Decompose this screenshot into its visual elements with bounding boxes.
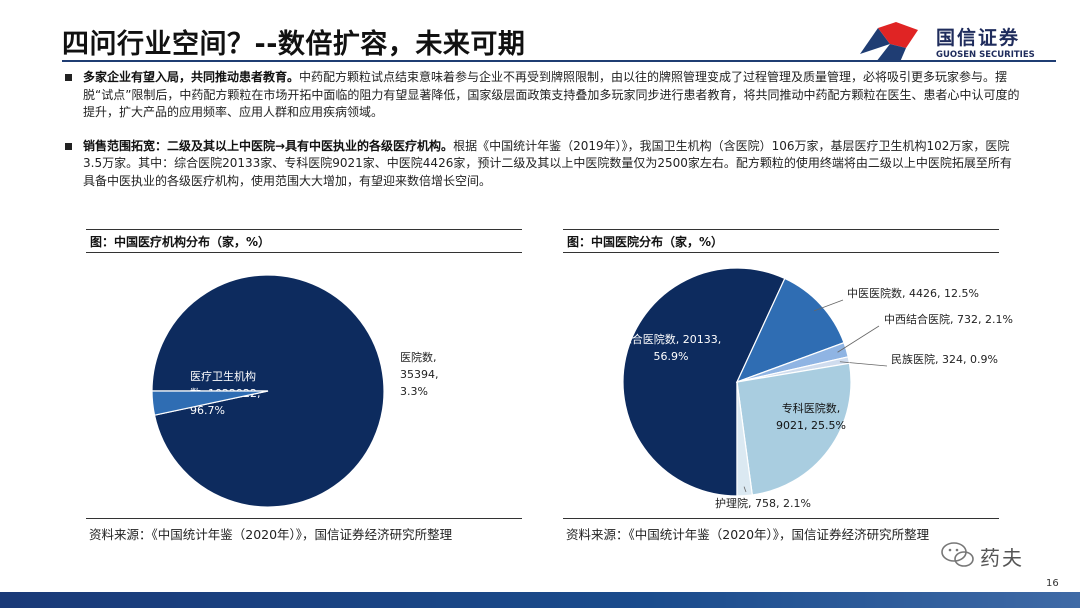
guosen-logo-mark-icon [860,22,918,62]
leader-line [743,486,747,493]
pie-chart-hospitals: 综合医院数, 20133, 56.9% 中医医院数, 4426, 12.5% 中西结合… [621,267,1013,510]
pie-slice [151,390,269,416]
pie-slice [622,267,786,497]
pie-slice [736,362,852,496]
leader-line [837,325,880,353]
data-label: 护理院, 758, 2.1% [715,496,811,510]
figure-source: 资料来源：《中国统计年鉴（2020年）》，国信证券经济研究所整理 [86,518,522,544]
data-label: 中医医院数, 4426, 12.5% [847,286,979,300]
bottom-bar [0,592,1080,608]
bullet-item: 销售范围拓宽：二级及其以上中医院→具有中医执业的各级医疗机构。根据《中国统计年鉴… [62,138,1022,191]
guosen-logo: 国信证券 GUOSEN SECURITIES [856,18,1056,68]
square-bullet-icon [65,142,72,150]
data-label: 专科医院数, [782,401,841,415]
title-divider [62,60,1056,62]
page-number: 16 [1046,578,1059,589]
data-label: 中西结合医院, 732, 2.1% [884,312,1013,326]
figure-heading: 图：中国医院分布（家，%） [563,229,999,253]
data-label: 综合医院数, 20133, [621,332,721,346]
data-label: 医疗卫生机构 [190,369,256,383]
bullet-list: 多家企业有望入局，共同推动患者教育。中药配方颗粒试点结束意味着参与企业不再受到牌… [62,69,1022,206]
data-label: 3.3% [400,385,428,398]
bullet-item: 多家企业有望入局，共同推动患者教育。中药配方颗粒试点结束意味着参与企业不再受到牌… [62,69,1022,122]
bullet-text: 中药配方颗粒试点结束意味着参与企业不再受到牌照限制，由以往的牌照管理变成了过程管… [83,70,1020,119]
watermark-text: 药夫 [980,546,1024,570]
data-label: 医院数, [400,350,437,364]
bullet-heading: 销售范围拓宽：二级及其以上中医院→具有中医执业的各级医疗机构。 [83,138,454,153]
data-label: 56.9% [654,350,689,363]
logo-subtitle: GUOSEN SECURITIES [936,50,1035,60]
leader-line [839,361,888,367]
data-label: 民族医院, 324, 0.9% [891,352,998,366]
bullet-text: 根据《中国统计年鉴（2019年）》，我国卫生机构（含医院）106万家，基层医疗卫… [83,138,1012,188]
data-label: 9021, 25.5% [776,419,846,432]
figure-source: 资料来源：《中国统计年鉴（2020年）》，国信证券经济研究所整理 [563,518,999,544]
slide-title: 四问行业空间？--数倍扩容，未来可期 [62,29,526,60]
pie-chart-medical-institutions: 医疗卫生机构数, 1022922,96.7%医院数,35394,3.3% [151,274,439,508]
data-label: 96.7% [190,404,225,417]
pie-slice [736,381,753,497]
data-label: 35394, [400,368,439,381]
square-bullet-icon [65,74,72,81]
wechat-icon [941,542,974,567]
figure-heading: 图：中国医疗机构分布（家，%） [86,229,522,253]
wechat-watermark: 药夫 [940,540,1040,572]
bullet-heading: 多家企业有望入局，共同推动患者教育。 [83,70,300,84]
logo-name: 国信证券 [936,27,1021,49]
leader-line [813,299,844,312]
pie-slice [735,277,845,384]
